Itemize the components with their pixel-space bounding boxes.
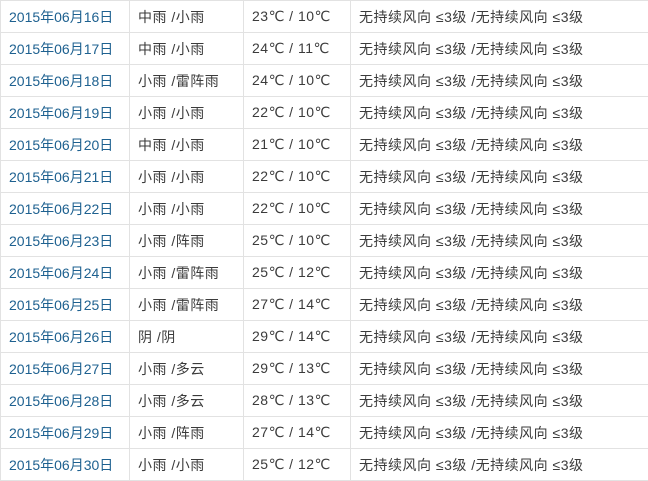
date-link[interactable]: 2015年06月18日 bbox=[9, 73, 113, 89]
date-cell: 2015年06月20日 bbox=[1, 129, 130, 161]
wind-cell: 无持续风向 ≤3级 /无持续风向 ≤3级 bbox=[351, 353, 648, 385]
date-link[interactable]: 2015年06月16日 bbox=[9, 9, 113, 25]
wind-cell: 无持续风向 ≤3级 /无持续风向 ≤3级 bbox=[351, 385, 648, 417]
temperature-cell: 22℃ / 10℃ bbox=[244, 193, 351, 225]
temperature-cell: 27℃ / 14℃ bbox=[244, 289, 351, 321]
weather-cell: 小雨 /小雨 bbox=[130, 193, 244, 225]
temperature-cell: 28℃ / 13℃ bbox=[244, 385, 351, 417]
weather-cell: 中雨 /小雨 bbox=[130, 129, 244, 161]
date-cell: 2015年06月29日 bbox=[1, 417, 130, 449]
wind-cell: 无持续风向 ≤3级 /无持续风向 ≤3级 bbox=[351, 257, 648, 289]
temperature-cell: 22℃ / 10℃ bbox=[244, 161, 351, 193]
wind-cell: 无持续风向 ≤3级 /无持续风向 ≤3级 bbox=[351, 33, 648, 65]
date-cell: 2015年06月25日 bbox=[1, 289, 130, 321]
date-cell: 2015年06月23日 bbox=[1, 225, 130, 257]
date-cell: 2015年06月17日 bbox=[1, 33, 130, 65]
wind-cell: 无持续风向 ≤3级 /无持续风向 ≤3级 bbox=[351, 225, 648, 257]
wind-cell: 无持续风向 ≤3级 /无持续风向 ≤3级 bbox=[351, 161, 648, 193]
temperature-cell: 24℃ / 10℃ bbox=[244, 65, 351, 97]
temperature-cell: 21℃ / 10℃ bbox=[244, 129, 351, 161]
date-link[interactable]: 2015年06月20日 bbox=[9, 137, 113, 153]
temperature-cell: 25℃ / 12℃ bbox=[244, 449, 351, 481]
weather-cell: 小雨 /雷阵雨 bbox=[130, 289, 244, 321]
date-cell: 2015年06月26日 bbox=[1, 321, 130, 353]
date-cell: 2015年06月30日 bbox=[1, 449, 130, 481]
wind-cell: 无持续风向 ≤3级 /无持续风向 ≤3级 bbox=[351, 65, 648, 97]
date-link[interactable]: 2015年06月22日 bbox=[9, 201, 113, 217]
date-link[interactable]: 2015年06月17日 bbox=[9, 41, 113, 57]
temperature-cell: 25℃ / 10℃ bbox=[244, 225, 351, 257]
temperature-cell: 24℃ / 11℃ bbox=[244, 33, 351, 65]
date-cell: 2015年06月28日 bbox=[1, 385, 130, 417]
wind-cell: 无持续风向 ≤3级 /无持续风向 ≤3级 bbox=[351, 193, 648, 225]
weather-cell: 小雨 /小雨 bbox=[130, 161, 244, 193]
weather-cell: 小雨 /多云 bbox=[130, 385, 244, 417]
date-link[interactable]: 2015年06月27日 bbox=[9, 361, 113, 377]
date-link[interactable]: 2015年06月28日 bbox=[9, 393, 113, 409]
wind-cell: 无持续风向 ≤3级 /无持续风向 ≤3级 bbox=[351, 449, 648, 481]
date-cell: 2015年06月21日 bbox=[1, 161, 130, 193]
weather-cell: 中雨 /小雨 bbox=[130, 1, 244, 33]
temperature-cell: 22℃ / 10℃ bbox=[244, 97, 351, 129]
wind-cell: 无持续风向 ≤3级 /无持续风向 ≤3级 bbox=[351, 97, 648, 129]
date-link[interactable]: 2015年06月30日 bbox=[9, 457, 113, 473]
date-cell: 2015年06月27日 bbox=[1, 353, 130, 385]
date-link[interactable]: 2015年06月24日 bbox=[9, 265, 113, 281]
temperature-cell: 29℃ / 13℃ bbox=[244, 353, 351, 385]
date-cell: 2015年06月24日 bbox=[1, 257, 130, 289]
temperature-cell: 29℃ / 14℃ bbox=[244, 321, 351, 353]
weather-cell: 小雨 /阵雨 bbox=[130, 417, 244, 449]
date-link[interactable]: 2015年06月29日 bbox=[9, 425, 113, 441]
date-cell: 2015年06月16日 bbox=[1, 1, 130, 33]
date-link[interactable]: 2015年06月25日 bbox=[9, 297, 113, 313]
wind-cell: 无持续风向 ≤3级 /无持续风向 ≤3级 bbox=[351, 1, 648, 33]
weather-cell: 中雨 /小雨 bbox=[130, 33, 244, 65]
weather-cell: 小雨 /小雨 bbox=[130, 449, 244, 481]
date-link[interactable]: 2015年06月21日 bbox=[9, 169, 113, 185]
wind-cell: 无持续风向 ≤3级 /无持续风向 ≤3级 bbox=[351, 289, 648, 321]
date-link[interactable]: 2015年06月19日 bbox=[9, 105, 113, 121]
temperature-cell: 25℃ / 12℃ bbox=[244, 257, 351, 289]
wind-cell: 无持续风向 ≤3级 /无持续风向 ≤3级 bbox=[351, 321, 648, 353]
weather-cell: 小雨 /多云 bbox=[130, 353, 244, 385]
date-link[interactable]: 2015年06月26日 bbox=[9, 329, 113, 345]
wind-cell: 无持续风向 ≤3级 /无持续风向 ≤3级 bbox=[351, 417, 648, 449]
temperature-cell: 23℃ / 10℃ bbox=[244, 1, 351, 33]
date-cell: 2015年06月19日 bbox=[1, 97, 130, 129]
weather-cell: 阴 /阴 bbox=[130, 321, 244, 353]
weather-cell: 小雨 /雷阵雨 bbox=[130, 257, 244, 289]
date-link[interactable]: 2015年06月23日 bbox=[9, 233, 113, 249]
weather-cell: 小雨 /阵雨 bbox=[130, 225, 244, 257]
temperature-cell: 27℃ / 14℃ bbox=[244, 417, 351, 449]
date-cell: 2015年06月18日 bbox=[1, 65, 130, 97]
weather-cell: 小雨 /小雨 bbox=[130, 97, 244, 129]
weather-cell: 小雨 /雷阵雨 bbox=[130, 65, 244, 97]
date-cell: 2015年06月22日 bbox=[1, 193, 130, 225]
wind-cell: 无持续风向 ≤3级 /无持续风向 ≤3级 bbox=[351, 129, 648, 161]
